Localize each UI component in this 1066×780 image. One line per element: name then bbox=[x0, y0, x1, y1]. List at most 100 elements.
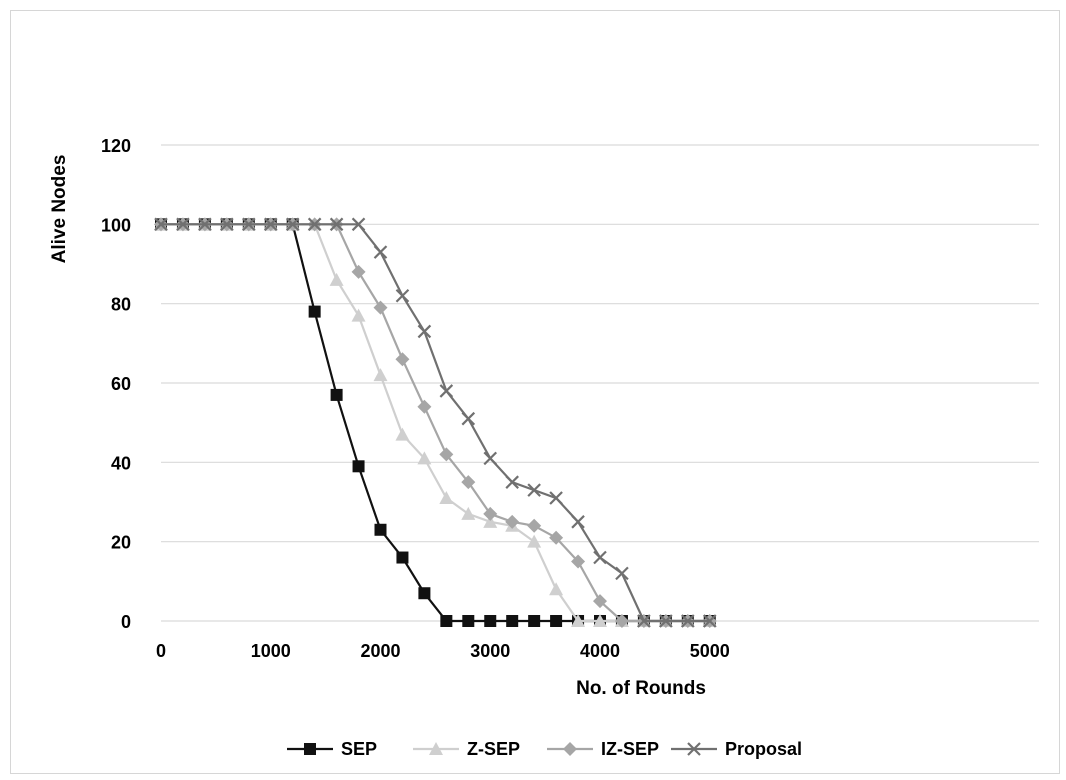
series-proposal bbox=[154, 217, 717, 628]
data-point-proposal bbox=[439, 384, 454, 398]
data-point-z-sep bbox=[395, 427, 410, 441]
data-point-proposal bbox=[285, 217, 300, 232]
x-tick-label: 4000 bbox=[580, 641, 620, 661]
data-point-proposal bbox=[176, 217, 190, 232]
x-marker-stroke bbox=[637, 614, 651, 628]
x-marker-stroke bbox=[307, 217, 322, 232]
data-point-iz-sep bbox=[571, 554, 586, 569]
chart-frame: 0 20 40 60 80 100 120 0 1000 2000 3000 4000 5000 Al… bbox=[10, 10, 1060, 774]
data-point-iz-sep bbox=[505, 514, 520, 529]
data-point-sep bbox=[484, 615, 497, 627]
x-marker-stroke bbox=[395, 288, 410, 303]
x-marker-stroke bbox=[242, 217, 256, 232]
data-point-proposal bbox=[307, 217, 322, 232]
data-point-proposal bbox=[702, 614, 717, 628]
series-line-z-sep bbox=[161, 223, 710, 623]
y-tick-label: 100 bbox=[101, 215, 131, 235]
series-line-sep bbox=[161, 223, 710, 623]
data-point-sep bbox=[462, 615, 475, 627]
data-point-sep bbox=[330, 388, 343, 401]
legend-item-z-sep: Z-SEP bbox=[413, 739, 520, 759]
legend-label: Proposal bbox=[725, 739, 802, 759]
data-point-iz-sep bbox=[593, 594, 607, 609]
x-marker-stroke bbox=[681, 614, 695, 628]
series-sep bbox=[155, 218, 716, 627]
x-marker-stroke bbox=[417, 324, 432, 339]
data-point-proposal bbox=[505, 475, 519, 489]
legend: SEP Z-SEP IZ-SEP Proposal bbox=[287, 739, 802, 759]
data-point-iz-sep bbox=[527, 518, 542, 533]
data-point-proposal bbox=[263, 217, 278, 232]
data-point-proposal bbox=[593, 550, 607, 565]
y-axis-label: Alive Nodes bbox=[49, 155, 70, 264]
x-tick-label: 5000 bbox=[690, 641, 730, 661]
y-tick-label: 20 bbox=[111, 533, 131, 553]
x-tick-label: 0 bbox=[156, 641, 166, 661]
data-point-iz-sep bbox=[395, 352, 410, 367]
y-tick-label: 0 bbox=[121, 612, 131, 632]
data-point-iz-sep bbox=[417, 399, 432, 414]
data-point-sep bbox=[308, 305, 321, 318]
y-tick-label: 120 bbox=[101, 136, 131, 156]
data-point-z-sep bbox=[483, 514, 498, 528]
legend-label: SEP bbox=[341, 739, 377, 759]
data-point-sep bbox=[550, 615, 563, 627]
x-marker-stroke bbox=[329, 217, 344, 232]
data-point-proposal bbox=[329, 217, 344, 232]
x-marker-stroke bbox=[702, 614, 717, 628]
x-marker-stroke bbox=[461, 411, 476, 426]
data-point-iz-sep bbox=[461, 475, 476, 490]
data-point-z-sep bbox=[417, 451, 432, 465]
x-marker-stroke bbox=[527, 483, 541, 497]
data-point-iz-sep bbox=[351, 264, 366, 279]
gridlines bbox=[161, 144, 1039, 622]
legend-marker bbox=[687, 742, 701, 756]
series-iz-sep bbox=[154, 217, 717, 628]
legend-item-proposal: Proposal bbox=[671, 739, 802, 759]
legend-marker bbox=[563, 742, 577, 756]
data-point-z-sep bbox=[527, 534, 542, 548]
data-point-z-sep bbox=[351, 308, 366, 322]
data-point-z-sep bbox=[329, 272, 344, 286]
y-tick-label: 40 bbox=[111, 453, 131, 473]
data-point-proposal bbox=[417, 324, 432, 339]
data-point-sep bbox=[418, 587, 431, 600]
x-marker-stroke bbox=[263, 217, 278, 232]
x-marker-stroke bbox=[549, 491, 563, 505]
data-point-sep bbox=[352, 460, 365, 473]
x-marker-stroke bbox=[439, 384, 454, 398]
data-point-sep bbox=[506, 615, 519, 627]
x-marker-stroke bbox=[593, 550, 607, 565]
x-marker-stroke bbox=[351, 217, 366, 232]
y-tick-label: 80 bbox=[111, 295, 131, 315]
x-axis-ticks: 0 1000 2000 3000 4000 5000 bbox=[156, 641, 730, 661]
data-point-z-sep bbox=[571, 614, 586, 627]
x-tick-label: 1000 bbox=[251, 641, 291, 661]
data-point-proposal bbox=[242, 217, 256, 232]
data-point-proposal bbox=[483, 451, 498, 466]
x-marker-stroke bbox=[659, 614, 673, 628]
x-marker-stroke bbox=[615, 566, 629, 581]
data-point-proposal bbox=[527, 483, 541, 497]
y-tick-label: 60 bbox=[111, 374, 131, 394]
x-tick-label: 3000 bbox=[470, 641, 510, 661]
data-point-sep bbox=[528, 615, 541, 627]
data-point-z-sep bbox=[439, 491, 454, 505]
x-axis-label: No. of Rounds bbox=[576, 678, 706, 699]
x-marker-stroke bbox=[285, 217, 300, 232]
legend-marker bbox=[429, 742, 443, 755]
x-marker-stroke bbox=[198, 217, 212, 232]
data-point-sep bbox=[440, 615, 453, 627]
x-marker-stroke bbox=[483, 451, 498, 466]
x-marker-stroke bbox=[154, 217, 168, 232]
data-point-z-sep bbox=[549, 582, 564, 596]
data-point-iz-sep bbox=[439, 447, 454, 462]
legend-marker bbox=[304, 743, 316, 755]
legend-label: Z-SEP bbox=[467, 739, 520, 759]
data-point-sep bbox=[374, 523, 387, 536]
x-marker-stroke bbox=[571, 515, 585, 529]
data-point-proposal bbox=[571, 515, 585, 529]
series-group bbox=[154, 217, 717, 628]
data-point-iz-sep bbox=[614, 614, 629, 628]
legend-item-sep: SEP bbox=[287, 739, 377, 759]
